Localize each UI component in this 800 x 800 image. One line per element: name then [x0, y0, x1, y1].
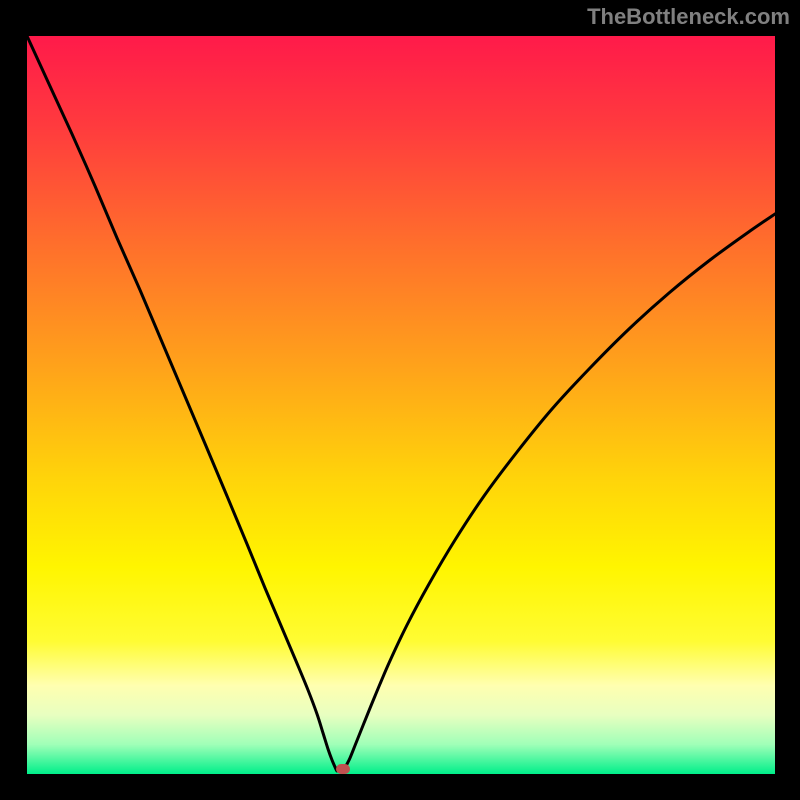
optimal-point-marker — [336, 764, 350, 774]
watermark-text: TheBottleneck.com — [587, 4, 790, 30]
bottleneck-plot — [27, 36, 775, 774]
bottleneck-curve — [27, 36, 775, 774]
